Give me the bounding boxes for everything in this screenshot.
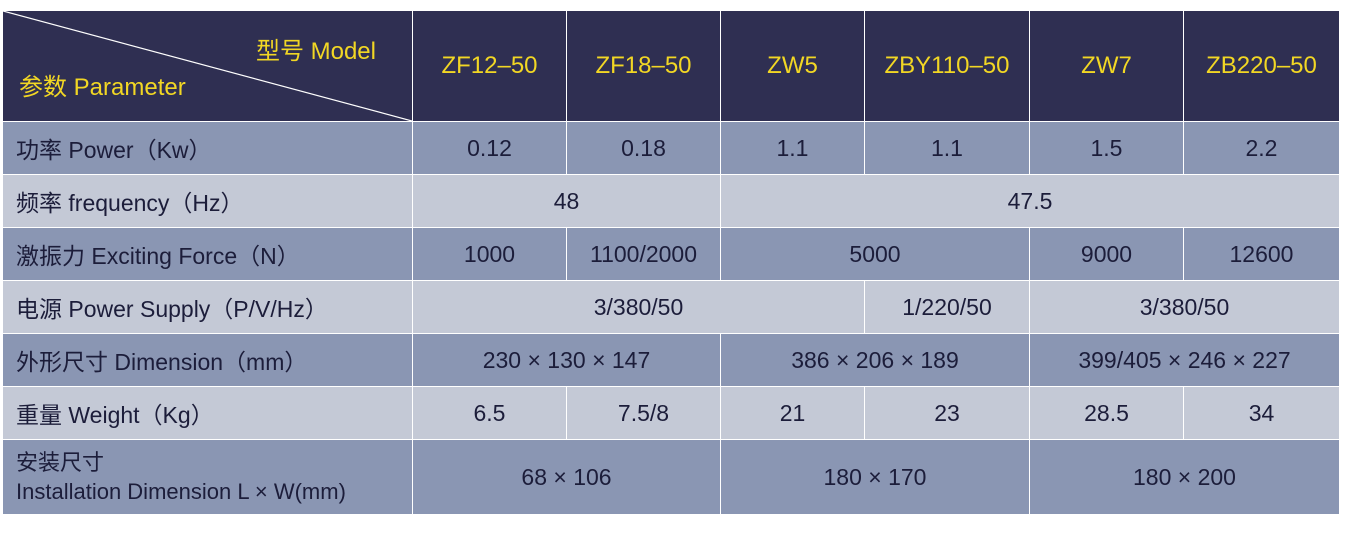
value-cell: 7.5/8 (566, 386, 721, 440)
value-cell: 1000 (412, 227, 567, 281)
power-row: 功率 Power（Kw） 0.12 0.18 1.1 1.1 1.5 2.2 (2, 121, 1340, 175)
model-header: ZBY110–50 (864, 10, 1030, 122)
value-cell: 21 (720, 386, 865, 440)
value-cell: 68 × 106 (412, 439, 721, 515)
frequency-row: 频率 frequency（Hz） 48 47.5 (2, 174, 1340, 228)
value-cell: 3/380/50 (1029, 280, 1340, 334)
value-cell: 1/220/50 (864, 280, 1030, 334)
model-header: ZW5 (720, 10, 865, 122)
value-cell: 6.5 (412, 386, 567, 440)
spec-table: 型号 Model 参数 Parameter ZF12–50 ZF18–50 ZW… (2, 10, 1340, 515)
value-cell: 48 (412, 174, 721, 228)
model-header: ZB220–50 (1183, 10, 1340, 122)
value-cell: 34 (1183, 386, 1340, 440)
value-cell: 230 × 130 × 147 (412, 333, 721, 387)
value-cell: 1.5 (1029, 121, 1184, 175)
value-cell: 23 (864, 386, 1030, 440)
diagonal-divider (3, 11, 412, 121)
power-supply-row: 电源 Power Supply（P/V/Hz） 3/380/50 1/220/5… (2, 280, 1340, 334)
value-cell: 28.5 (1029, 386, 1184, 440)
exciting-force-row: 激振力 Exciting Force（N） 1000 1100/2000 500… (2, 227, 1340, 281)
value-cell: 3/380/50 (412, 280, 865, 334)
model-header: ZF12–50 (412, 10, 567, 122)
dimension-row: 外形尺寸 Dimension（mm） 230 × 130 × 147 386 ×… (2, 333, 1340, 387)
value-cell: 180 × 170 (720, 439, 1030, 515)
corner-header-cell: 型号 Model 参数 Parameter (2, 10, 413, 122)
row-label: 电源 Power Supply（P/V/Hz） (2, 280, 413, 334)
row-label-en: Installation Dimension L × W(mm) (16, 479, 346, 504)
row-label: 激振力 Exciting Force（N） (2, 227, 413, 281)
row-label: 重量 Weight（Kg） (2, 386, 413, 440)
model-header-label: 型号 Model (255, 38, 376, 65)
value-cell: 0.12 (412, 121, 567, 175)
value-cell: 399/405 × 246 × 227 (1029, 333, 1340, 387)
row-label: 频率 frequency（Hz） (2, 174, 413, 228)
value-cell: 9000 (1029, 227, 1184, 281)
value-cell: 180 × 200 (1029, 439, 1340, 515)
model-header: ZF18–50 (566, 10, 721, 122)
value-cell: 5000 (720, 227, 1030, 281)
model-header: ZW7 (1029, 10, 1184, 122)
value-cell: 1100/2000 (566, 227, 721, 281)
value-cell: 0.18 (566, 121, 721, 175)
value-cell: 12600 (1183, 227, 1340, 281)
value-cell: 386 × 206 × 189 (720, 333, 1030, 387)
value-cell: 2.2 (1183, 121, 1340, 175)
row-label: 安装尺寸 Installation Dimension L × W(mm) (2, 439, 413, 515)
row-label: 外形尺寸 Dimension（mm） (2, 333, 413, 387)
row-label: 功率 Power（Kw） (2, 121, 413, 175)
value-cell: 1.1 (720, 121, 865, 175)
weight-row: 重量 Weight（Kg） 6.5 7.5/8 21 23 28.5 34 (2, 386, 1340, 440)
value-cell: 1.1 (864, 121, 1030, 175)
value-cell: 47.5 (720, 174, 1340, 228)
parameter-header-label: 参数 Parameter (19, 74, 186, 101)
row-label-cn: 安装尺寸 (16, 450, 105, 475)
header-row: 型号 Model 参数 Parameter ZF12–50 ZF18–50 ZW… (2, 10, 1340, 122)
installation-row: 安装尺寸 Installation Dimension L × W(mm) 68… (2, 439, 1340, 515)
